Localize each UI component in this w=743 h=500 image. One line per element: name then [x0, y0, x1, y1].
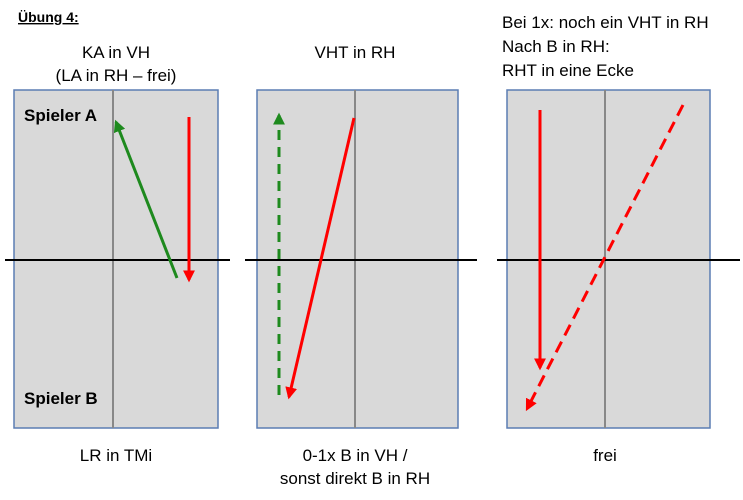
bottom-text: frei: [593, 446, 617, 465]
player-label: Spieler B: [24, 389, 98, 408]
top-text: Bei 1x: noch ein VHT in RH: [502, 13, 709, 32]
title: Übung 4:: [18, 9, 79, 25]
top-text: KA in VH: [82, 43, 150, 62]
top-text: RHT in eine Ecke: [502, 61, 634, 80]
top-text: (LA in RH – frei): [56, 66, 177, 85]
player-label: Spieler A: [24, 106, 97, 125]
top-text: Nach B in RH:: [502, 37, 610, 56]
bottom-text: 0-1x B in VH /: [303, 446, 408, 465]
top-text: VHT in RH: [315, 43, 396, 62]
bottom-text: LR in TMi: [80, 446, 152, 465]
arrow: [285, 117, 356, 400]
arrow: [113, 119, 179, 279]
bottom-text: sonst direkt B in RH: [280, 469, 430, 488]
